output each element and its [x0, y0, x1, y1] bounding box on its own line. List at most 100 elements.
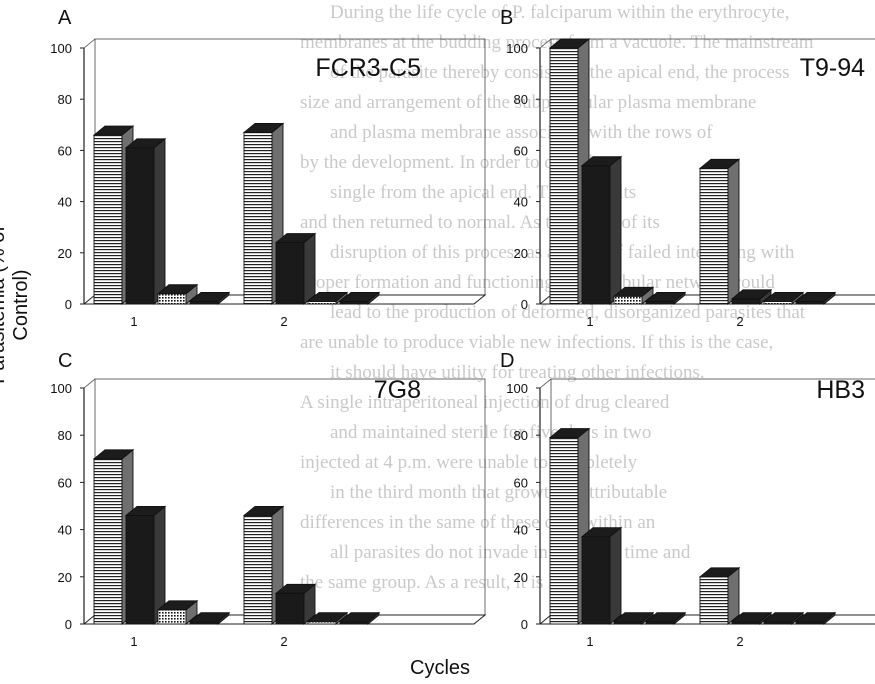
bar	[275, 592, 305, 625]
bar-top	[612, 286, 655, 297]
bar-top	[580, 527, 623, 538]
wall-edge	[83, 38, 96, 49]
bar-side	[153, 137, 166, 305]
chart-panel: 0 20 40 60 80 100 C 7G8 1 2	[50, 350, 487, 649]
bar-top	[124, 505, 167, 516]
bar-top	[156, 600, 199, 611]
bar	[549, 47, 579, 305]
x-tick-label: 2	[736, 634, 743, 649]
bar-top	[794, 612, 837, 623]
background-text-line: lead to the production of deformed, diso…	[330, 302, 806, 323]
y-tick-label: 60	[514, 143, 528, 158]
bar-top	[580, 156, 623, 167]
y-tick-label: 80	[514, 92, 528, 107]
bar-top	[156, 284, 199, 295]
bar-top	[548, 38, 591, 49]
y-tick-label: 60	[58, 143, 72, 158]
bar	[157, 609, 187, 625]
bar-top	[306, 612, 349, 623]
bar-top	[644, 291, 687, 302]
bar	[243, 132, 273, 305]
background-text-line: by the development. In order to contribu…	[300, 152, 622, 173]
bar-top	[92, 125, 135, 136]
chart-panel: 0 20 40 60 80 100 A FCR3-C5 1 2	[50, 7, 487, 329]
y-tick-label: 80	[58, 92, 72, 107]
x-tick-label: 1	[586, 634, 593, 649]
panel-title: HB3	[816, 376, 865, 404]
y-tick-label: 0	[521, 617, 528, 632]
bar-top	[730, 612, 773, 623]
bar-top	[242, 123, 285, 133]
y-tick-label: 60	[514, 475, 528, 490]
wall-edge	[539, 378, 552, 389]
panel-title: T9-94	[800, 54, 865, 82]
y-tick-label: 60	[58, 475, 72, 490]
x-tick-label: 1	[130, 634, 137, 649]
y-tick-label: 100	[506, 41, 528, 56]
bar-top	[274, 583, 317, 594]
y-tick-label: 80	[58, 428, 72, 443]
bar-top	[188, 612, 231, 623]
y-tick-label: 20	[58, 246, 72, 261]
panel-letter: C	[58, 350, 72, 372]
bar	[699, 167, 729, 305]
y-tick-label: 40	[514, 523, 528, 538]
panel-title: 7G8	[374, 376, 421, 404]
background-text-line: are unable to produce viable new infecti…	[300, 332, 774, 353]
background-text-line: proper formation and functioning of the …	[300, 272, 775, 293]
y-tick-label: 40	[514, 195, 528, 210]
y-tick-label: 20	[514, 246, 528, 261]
bar	[581, 165, 611, 305]
bar	[581, 536, 611, 625]
chart-panel: 0 20 40 60 80 100 D HB3 1 2	[500, 350, 875, 649]
bar-top	[730, 289, 773, 300]
bar	[93, 134, 123, 305]
bar-side	[727, 158, 740, 305]
background-text-line: During the life cycle of P. falciparum w…	[330, 2, 790, 23]
wall-edge	[539, 38, 552, 49]
bar-side	[303, 232, 316, 305]
panel-letter: D	[500, 350, 514, 372]
x-tick-label: 2	[280, 634, 287, 649]
bar-top	[242, 505, 285, 516]
bar-top	[698, 158, 741, 169]
background-text-line: and plasma membrane associated with the …	[330, 122, 713, 143]
y-axis-label: Parasitemia (% of Control)	[0, 226, 32, 384]
bar	[243, 514, 273, 625]
x-tick-label: 2	[736, 314, 743, 329]
bar	[699, 576, 729, 625]
y-tick-label: 100	[506, 381, 528, 396]
bar	[613, 295, 643, 305]
bar-top	[92, 449, 135, 460]
panel-letter: B	[500, 7, 513, 29]
bar-top	[762, 291, 805, 302]
bar-side	[609, 155, 622, 305]
bar-top	[188, 291, 231, 302]
bar-top	[306, 291, 349, 302]
bar	[731, 298, 761, 305]
y-tick-label: 20	[58, 570, 72, 585]
bar-top	[794, 291, 837, 302]
bar-top	[612, 612, 655, 623]
bar	[549, 437, 579, 625]
bar	[125, 147, 155, 305]
panel-letter: A	[58, 7, 72, 29]
bar	[275, 242, 305, 305]
bar-side	[609, 526, 622, 625]
bar	[157, 293, 187, 305]
y-tick-label: 0	[65, 297, 72, 312]
bar-top	[124, 138, 167, 149]
chart-panel: 0 20 40 60 80 100 B T9-94 1 2	[500, 7, 875, 329]
y-tick-label: 100	[50, 41, 72, 56]
bar-top	[274, 233, 317, 244]
x-tick-label: 2	[280, 314, 287, 329]
bar-top	[548, 428, 591, 439]
y-tick-label: 20	[514, 570, 528, 585]
bar	[125, 514, 155, 625]
bar-top	[338, 291, 381, 302]
y-tick-label: 100	[50, 381, 72, 396]
y-tick-label: 80	[514, 428, 528, 443]
y-tick-label: 0	[521, 297, 528, 312]
background-text-line: it should have utility for treating othe…	[330, 362, 705, 383]
